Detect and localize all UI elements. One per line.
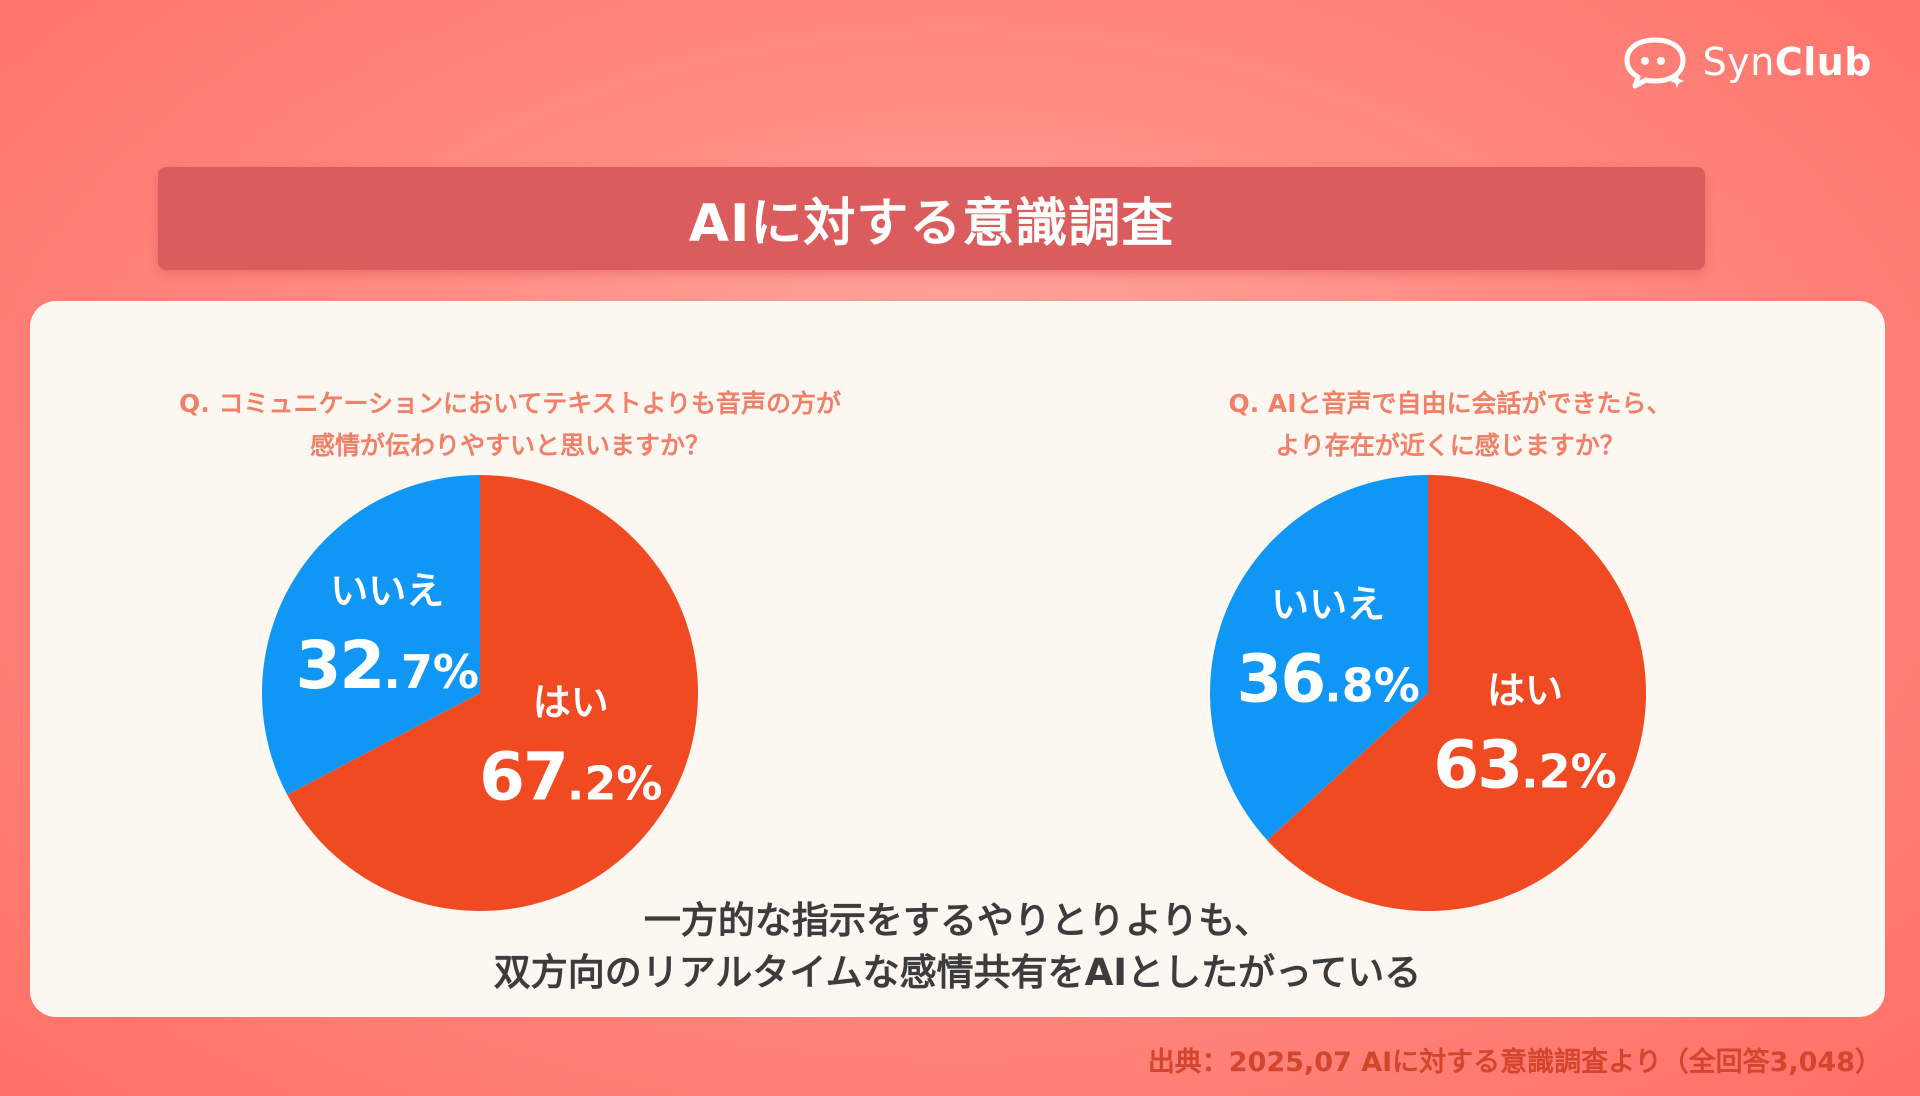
- conclusion-text: 一方的な指示をするやりとりよりも、 双方向のリアルタイムな感情共有をAIとしたが…: [30, 895, 1885, 999]
- brand-name: SynClub: [1702, 40, 1872, 84]
- pie-2-label-no: いいえ 36.8%: [1236, 583, 1419, 718]
- pie-2-slice-no: [1210, 475, 1428, 841]
- brand-logo: SynClub: [1621, 34, 1872, 90]
- pie-1-value-label: 67.2%: [479, 739, 662, 816]
- pie-chart-1: はい 67.2% いいえ 32.7%: [262, 475, 698, 911]
- pie-1-slice-no: [262, 475, 480, 795]
- conclusion-line-1: 一方的な指示をするやりとりよりも、: [643, 899, 1272, 942]
- page-title: AIに対する意識調査: [688, 194, 1175, 254]
- question-1-line-2: 感情が伝わりやすいと思いますか？: [309, 431, 710, 460]
- conclusion-line-2: 双方向のリアルタイムな感情共有をAIとしたがっている: [493, 951, 1422, 994]
- pie-chart-2: はい 63.2% いいえ 36.8%: [1210, 475, 1646, 911]
- pie-2-category-label: いいえ: [1271, 583, 1385, 627]
- pie-2-category-label: はい: [1487, 669, 1563, 713]
- question-2: Q. AIと音声で自由に会話ができたら、 より存在が近くに感じますか？: [1000, 383, 1900, 467]
- pie-2-label-yes: はい 63.2%: [1433, 669, 1616, 804]
- chat-bubble-icon: [1624, 37, 1686, 89]
- question-1-line-1: Q. コミュニケーションにおいてテキストよりも音声の方が: [179, 389, 841, 418]
- pie-2-slice-yes: [1267, 475, 1646, 911]
- title-banner: AIに対する意識調査: [158, 167, 1705, 270]
- question-1: Q. コミュニケーションにおいてテキストよりも音声の方が 感情が伝わりやすいと思…: [60, 383, 960, 467]
- question-2-line-2: より存在が近くに感じますか？: [1275, 431, 1625, 460]
- pie-1-category-label: はい: [533, 681, 609, 725]
- pie-1-slice-yes: [287, 475, 698, 911]
- pie-1-label-yes: はい 67.2%: [479, 681, 662, 816]
- pie-1-value-label: 32.7%: [296, 627, 479, 704]
- question-2-line-1: Q. AIと音声で自由に会話ができたら、: [1228, 389, 1672, 418]
- pie-1-category-label: いいえ: [330, 569, 444, 613]
- source-note: 出典：2025,07 AIに対する意識調査より（全回答3,048）: [1147, 1047, 1882, 1078]
- pie-2-value-label: 36.8%: [1236, 641, 1419, 718]
- pie-1-label-no: いいえ 32.7%: [296, 569, 479, 704]
- pie-2-value-label: 63.2%: [1433, 727, 1616, 804]
